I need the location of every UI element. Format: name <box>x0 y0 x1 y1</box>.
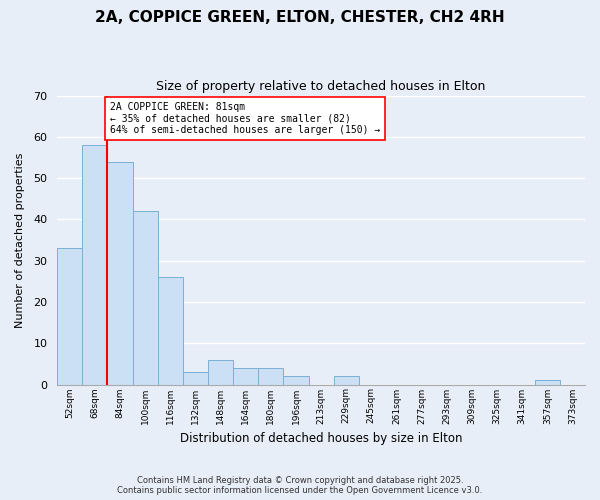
Bar <box>107 162 133 384</box>
X-axis label: Distribution of detached houses by size in Elton: Distribution of detached houses by size … <box>180 432 463 445</box>
Title: Size of property relative to detached houses in Elton: Size of property relative to detached ho… <box>157 80 486 93</box>
Bar <box>334 376 359 384</box>
Bar <box>183 372 208 384</box>
Bar <box>258 368 283 384</box>
Y-axis label: Number of detached properties: Number of detached properties <box>15 152 25 328</box>
Bar <box>283 376 308 384</box>
Text: 2A COPPICE GREEN: 81sqm
← 35% of detached houses are smaller (82)
64% of semi-de: 2A COPPICE GREEN: 81sqm ← 35% of detache… <box>110 102 380 135</box>
Bar <box>233 368 258 384</box>
Text: Contains HM Land Registry data © Crown copyright and database right 2025.
Contai: Contains HM Land Registry data © Crown c… <box>118 476 482 495</box>
Bar <box>535 380 560 384</box>
Bar <box>57 248 82 384</box>
Bar <box>82 145 107 384</box>
Bar <box>133 211 158 384</box>
Bar <box>208 360 233 384</box>
Bar <box>158 277 183 384</box>
Text: 2A, COPPICE GREEN, ELTON, CHESTER, CH2 4RH: 2A, COPPICE GREEN, ELTON, CHESTER, CH2 4… <box>95 10 505 25</box>
